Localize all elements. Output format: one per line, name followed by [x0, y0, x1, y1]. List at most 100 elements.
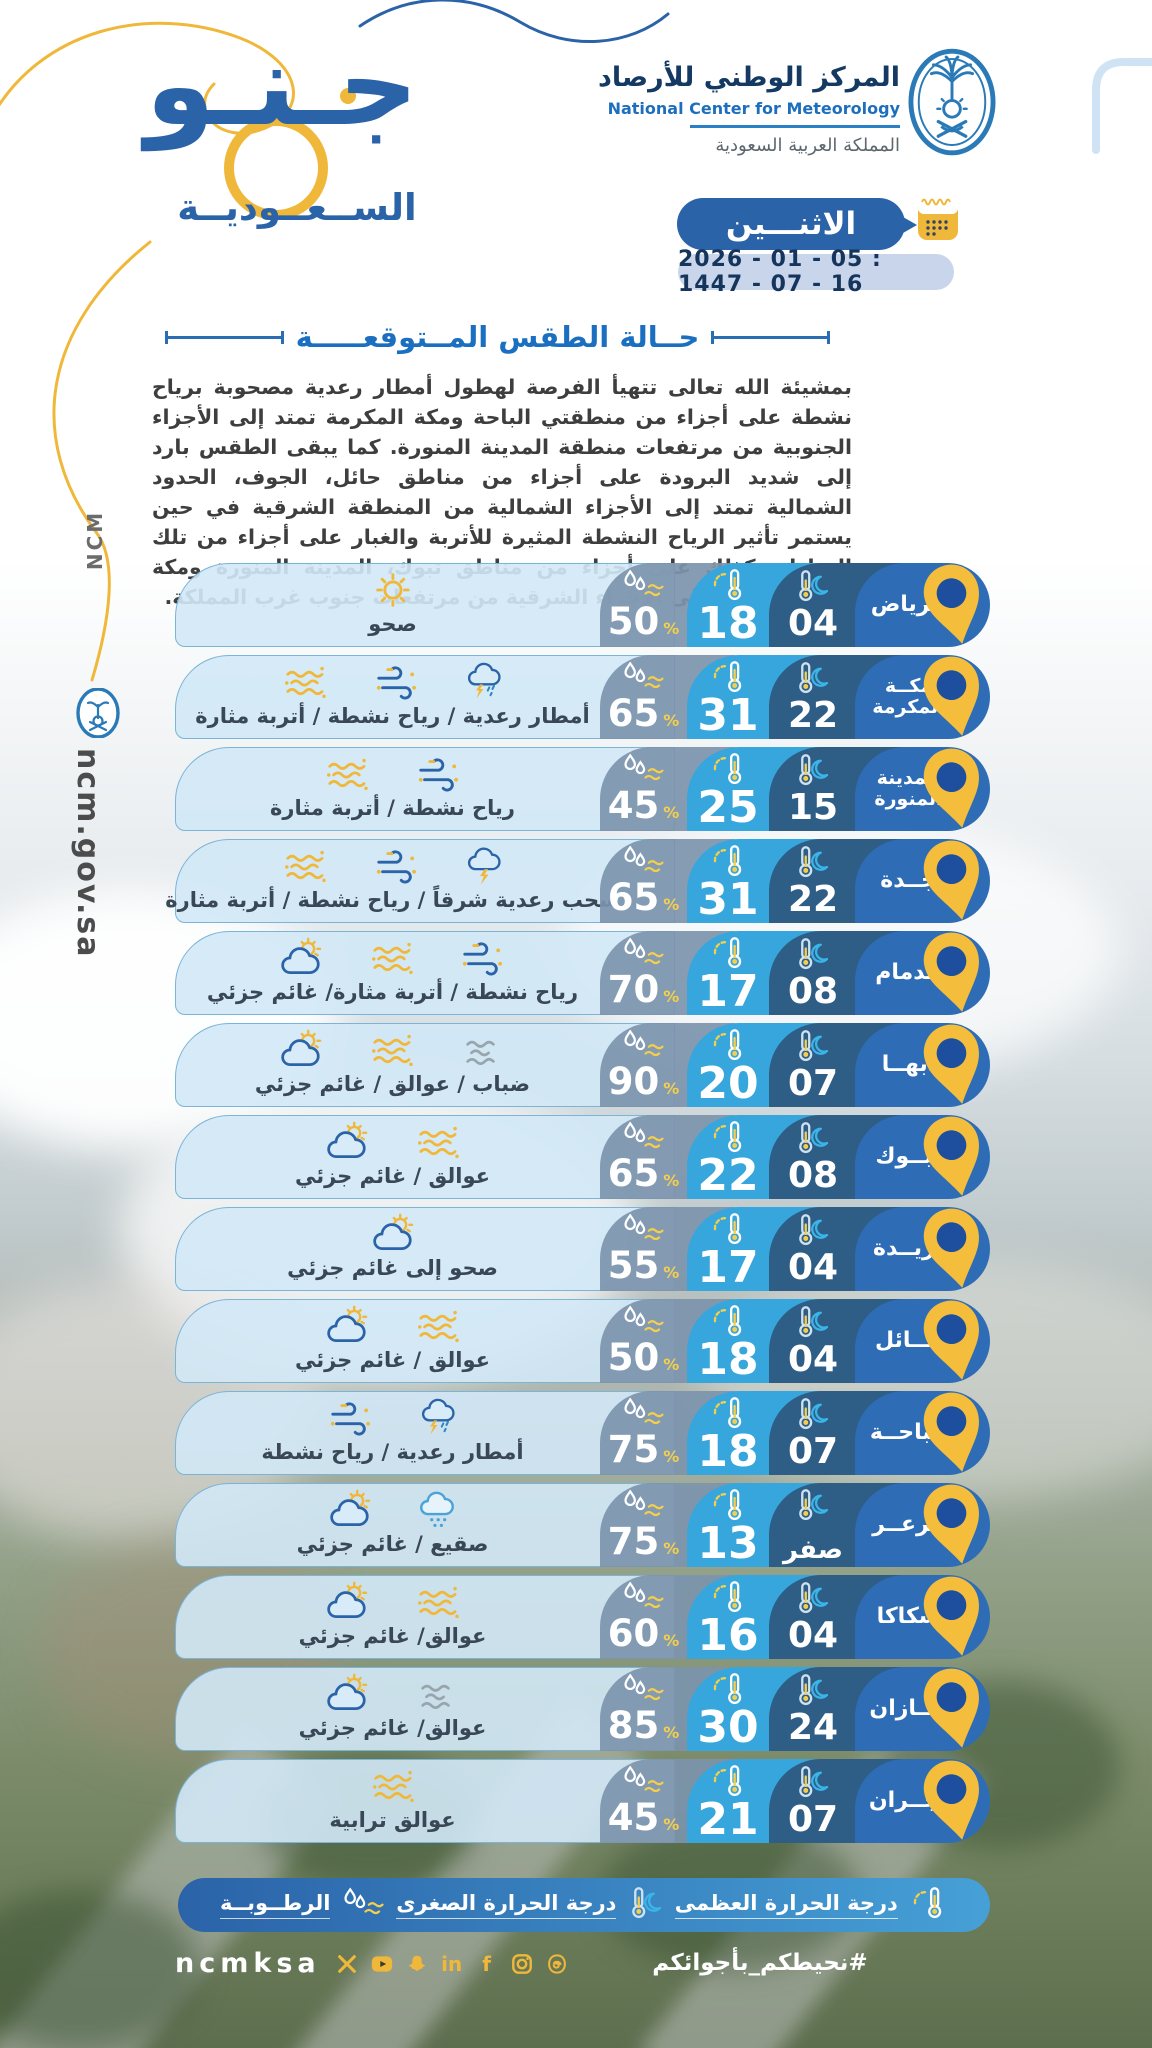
condition-panel: صحو إلى غائم جزئي	[175, 1207, 675, 1291]
condition-text: عوالق/ غائم جزئي	[298, 1716, 487, 1740]
condition-panel: عوالق ترابية	[175, 1759, 675, 1843]
dust-icon	[370, 1765, 416, 1807]
humidity-number: 85	[607, 1704, 660, 1747]
partly-cloudy-icon	[279, 937, 323, 979]
org-title-english: National Center for Meteorology	[607, 99, 900, 118]
humidity-number: 50	[607, 1336, 660, 1379]
location-pin-icon	[921, 1114, 987, 1200]
percent-sign: %	[663, 803, 680, 822]
min-temp-value: 24	[787, 1707, 839, 1748]
condition-panel: عوالق/ غائم جزئي	[175, 1575, 675, 1659]
dust-icon	[369, 1029, 415, 1071]
condition-icons	[371, 1212, 415, 1256]
humidity-icon	[620, 1120, 668, 1154]
condition-icons	[370, 568, 416, 612]
condition-text: رياح نشطة / أتربة مثارة	[269, 796, 516, 820]
facebook-icon[interactable]: f	[482, 1951, 491, 1976]
threads-icon[interactable]	[545, 1952, 569, 1976]
fog-icon	[460, 1029, 506, 1071]
section-title-row: حــالة الطقس المــتوقعـــــة	[164, 320, 830, 354]
humidity-number: 75	[607, 1428, 660, 1471]
max-temp-icon	[708, 567, 748, 603]
percent-sign: %	[663, 1171, 680, 1190]
thunder-rain-icon	[420, 1397, 457, 1439]
condition-icons	[325, 1120, 461, 1164]
humidity-icon	[620, 1304, 668, 1338]
org-header: المركز الوطني للأرصاد National Center fo…	[598, 62, 900, 156]
city-weather-row: عوالق / غائم جزئي 50 % 18 04 حــائل	[175, 1299, 990, 1383]
condition-panel: عوالق / غائم جزئي	[175, 1299, 675, 1383]
footer-social-row: ncmksa in f	[175, 1948, 569, 1979]
condition-icons	[328, 1488, 457, 1532]
city-weather-row: صحو إلى غائم جزئي 55 % 17 04 بريــدة	[175, 1207, 990, 1291]
frost-icon	[418, 1489, 457, 1531]
condition-panel: عوالق / غائم جزئي	[175, 1115, 675, 1199]
city-weather-row: سحب رعدية شرقاً / رياح نشطة / أتربة مثار…	[165, 838, 990, 925]
humidity-number: 45	[607, 1796, 660, 1839]
condition-panel: رياح نشطة / أتربة مثارة	[175, 747, 675, 831]
min-temp-value: 08	[787, 971, 839, 1012]
location-pin-icon	[921, 1574, 987, 1660]
linkedin-icon[interactable]: in	[441, 1951, 463, 1976]
humidity-icon	[620, 844, 668, 878]
condition-icons	[325, 1304, 461, 1348]
min-temp-value: 07	[787, 1063, 839, 1104]
humidity-icon	[620, 1764, 668, 1798]
condition-panel: أمطار رعدية / رياح نشطة	[175, 1391, 675, 1475]
city-weather-row: عوالق ترابية 45 % 21 07 نجــران	[175, 1759, 990, 1843]
instagram-icon[interactable]	[510, 1952, 534, 1976]
location-pin-icon	[921, 654, 987, 740]
humidity-value: 50 %	[608, 602, 680, 649]
city-weather-row: صحو 50 % 18 04 الرياض	[175, 563, 990, 647]
sun-icon	[370, 569, 416, 611]
condition-panel: صقيع / غائم جزئي	[175, 1483, 675, 1567]
min-temp-icon	[793, 1120, 833, 1156]
humidity-number: 60	[607, 1612, 660, 1655]
day-name: الاثنـــين	[725, 206, 857, 242]
percent-sign: %	[663, 619, 680, 638]
social-handle[interactable]: ncmksa	[175, 1948, 321, 1979]
min-temp-icon	[793, 1488, 833, 1522]
thermo-moon-icon	[626, 1886, 666, 1924]
partly-cloudy-icon	[325, 1673, 369, 1715]
youtube-icon[interactable]	[370, 1952, 394, 1976]
min-temp-icon	[793, 844, 833, 880]
snapchat-icon[interactable]	[405, 1952, 429, 1976]
legend-bar: درجة الحرارة العظمى درجة الحرارة الصغرى ال…	[178, 1878, 990, 1932]
humidity-icon	[620, 1488, 668, 1522]
min-temp-value: 15	[787, 787, 839, 828]
condition-icons	[370, 1764, 416, 1808]
humidity-icon	[620, 1212, 668, 1246]
location-pin-icon	[921, 1298, 987, 1384]
humidity-value: 65 %	[608, 878, 680, 925]
condition-text: رياح نشطة / أتربة مثارة/ غائم جزئي	[206, 980, 579, 1004]
wind-icon	[416, 753, 462, 795]
location-pin-icon	[921, 1390, 987, 1476]
date-text: 2026 - 01 - 05 : 1447 - 07 - 16	[678, 247, 882, 297]
brand-dot-icon	[340, 88, 356, 104]
max-temp-icon	[708, 935, 748, 971]
city-weather-row: عوالق/ غائم جزئي 85 % 30 24 جــازان	[175, 1667, 990, 1751]
percent-sign: %	[663, 1079, 680, 1098]
thunder-rain-icon	[466, 661, 503, 703]
city-name: مكــة المكرمة	[872, 674, 945, 718]
percent-sign: %	[663, 1815, 680, 1834]
dust-icon	[282, 661, 328, 703]
org-divider	[690, 125, 900, 128]
max-temp-icon	[708, 1395, 748, 1431]
fog-icon	[415, 1673, 461, 1715]
location-pin-icon	[921, 838, 987, 924]
min-temp-value: 22	[787, 879, 839, 920]
percent-sign: %	[663, 895, 680, 914]
location-pin-icon	[921, 1758, 987, 1844]
condition-text: عوالق / غائم جزئي	[294, 1348, 491, 1372]
condition-panel: صحو	[175, 563, 675, 647]
x-icon[interactable]	[335, 1952, 359, 1976]
location-pin-icon	[921, 1666, 987, 1752]
humidity-icon	[620, 752, 668, 786]
humidity-icon	[620, 1028, 668, 1062]
date-bar: 2026 - 01 - 05 : 1447 - 07 - 16	[678, 247, 954, 297]
min-temp-icon	[793, 1028, 833, 1064]
max-temp-value: 25	[697, 782, 759, 833]
